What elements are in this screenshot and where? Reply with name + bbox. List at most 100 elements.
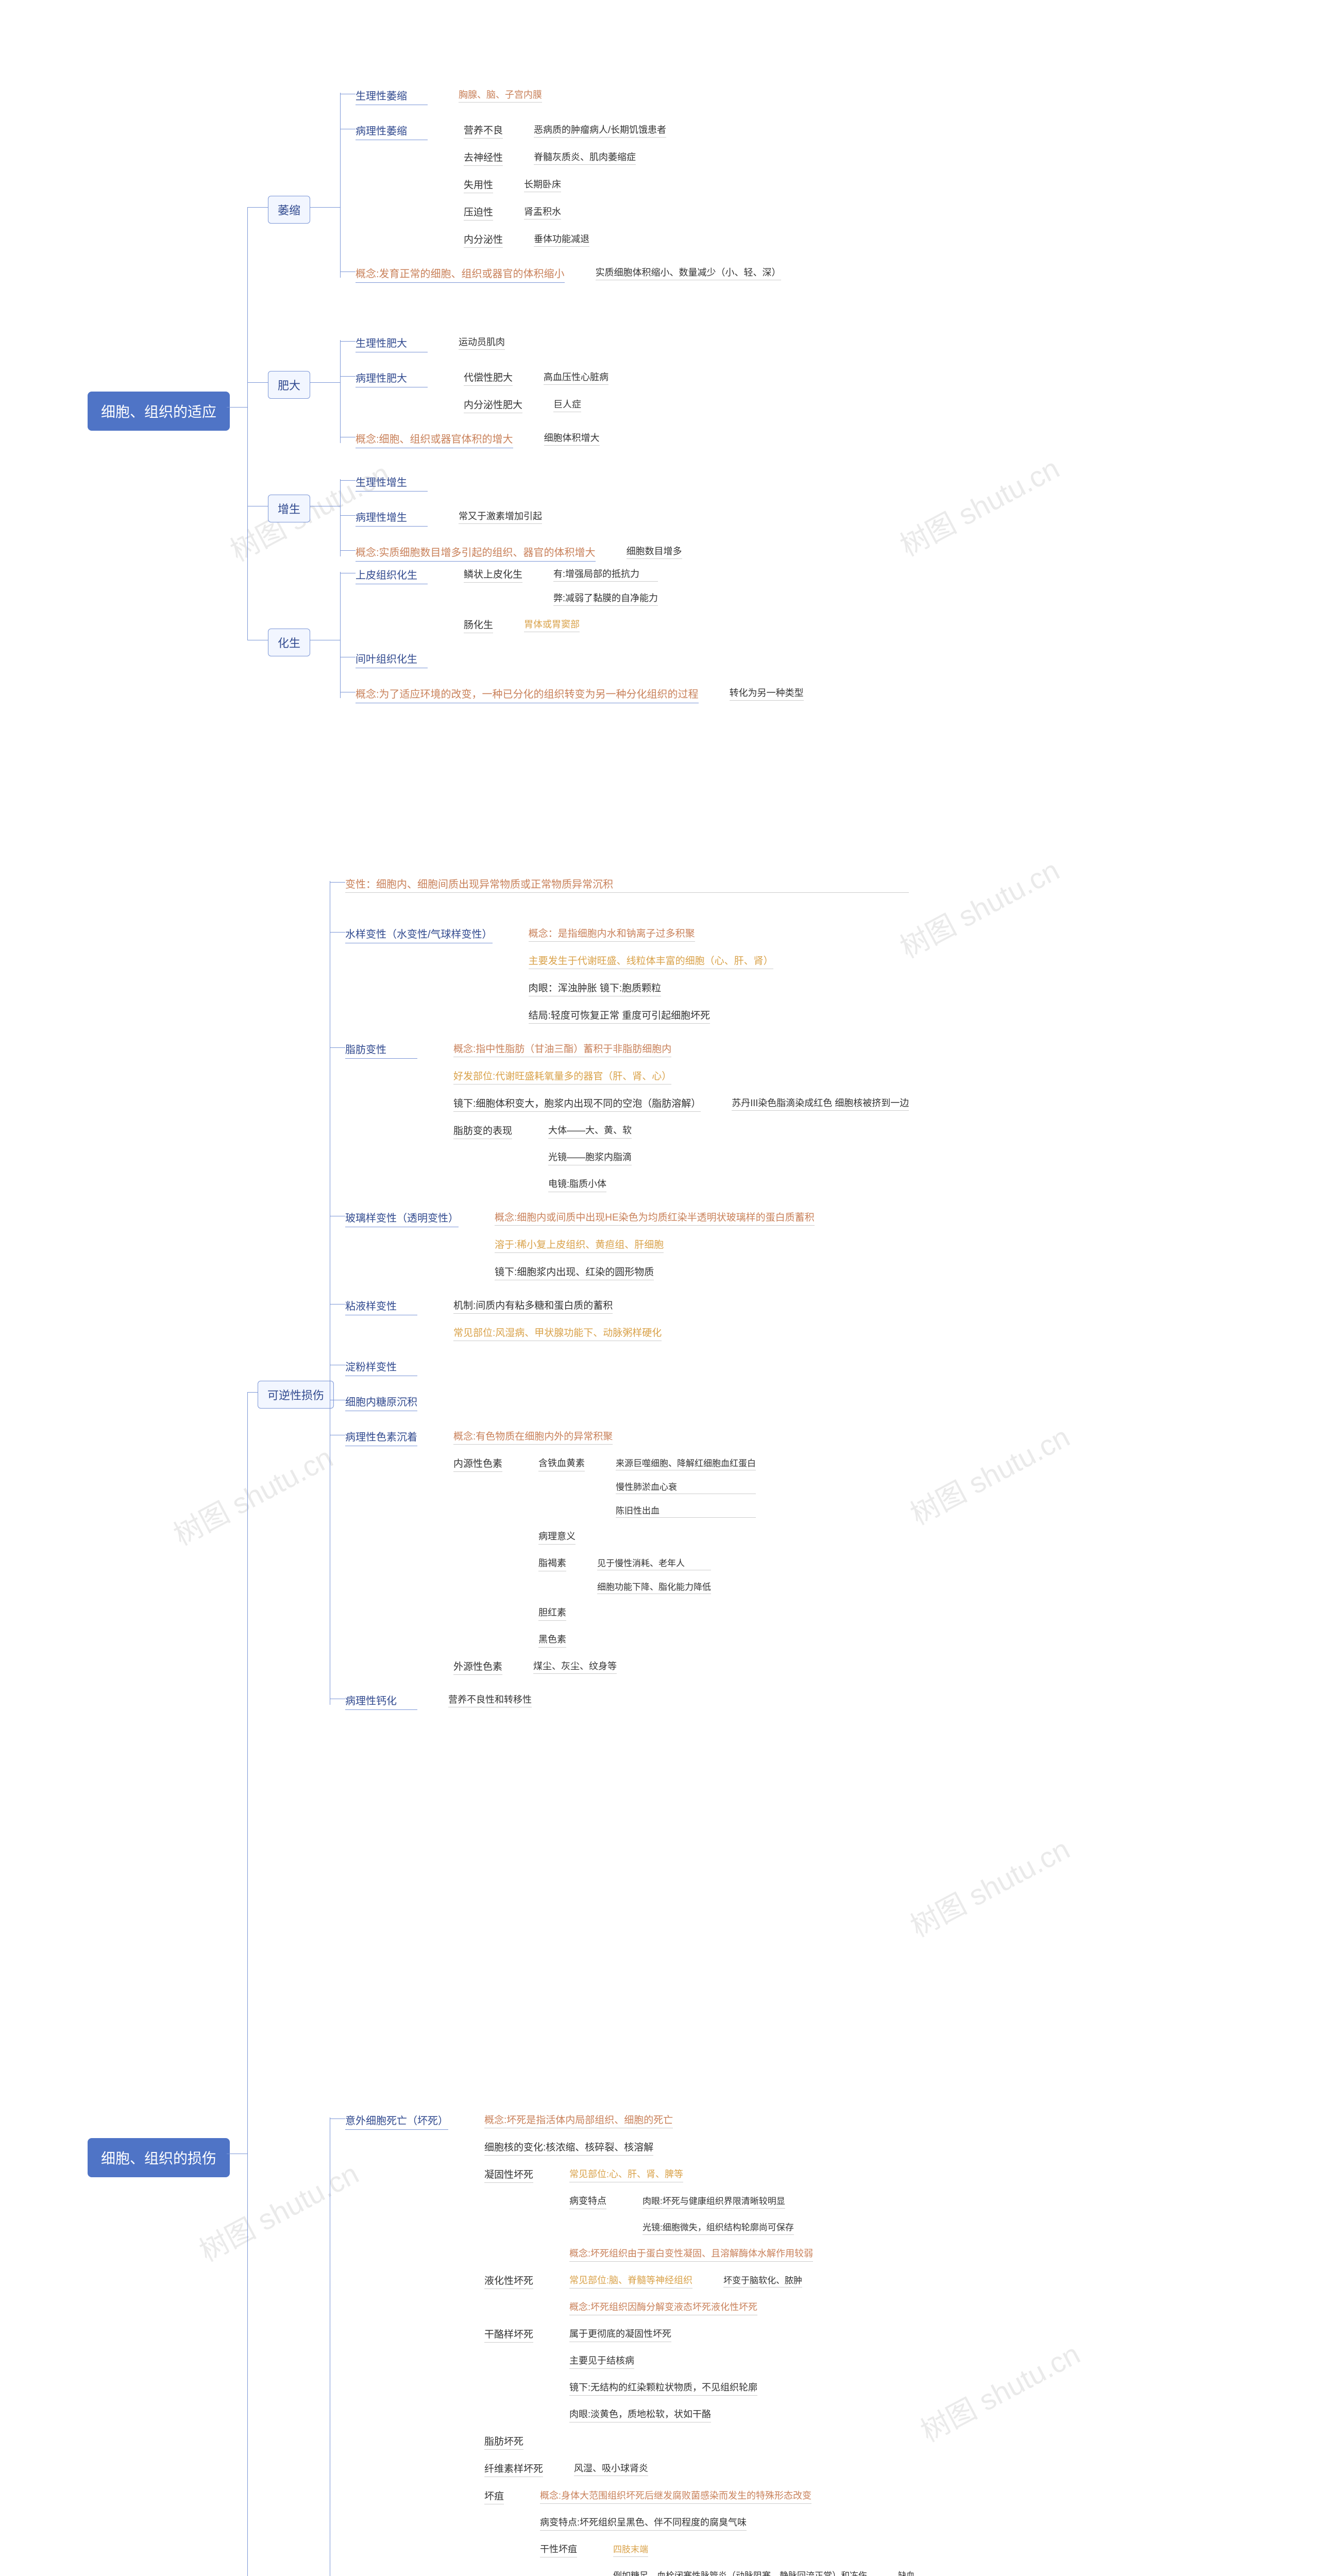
leaf-text: 煤尘、灰尘、纹身等	[533, 1659, 617, 1674]
node-label: 结局:轻度可恢复正常 重度可引起细胞坏死	[529, 1008, 711, 1024]
node-label: 失用性	[464, 177, 493, 193]
node-label: 概念:细胞内或间质中出现HE染色为均质红染半透明状玻璃样的蛋白质蓄积	[495, 1210, 815, 1226]
node-label: 主要发生于代谢旺盛、线粒体丰富的细胞（心、肝、肾）	[529, 953, 773, 969]
l2-node: 生理性肥大	[356, 335, 428, 352]
subtree: 生理性萎缩胸腺、脑、子宫内膜病理性萎缩营养不良恶病质的肿瘤病人/长期饥饿患者去神…	[356, 88, 781, 283]
node-label: 内源性色素	[453, 1456, 502, 1472]
connector	[247, 1392, 248, 2576]
node-label: 机制:间质内有粘多糖和蛋白质的蓄积	[453, 1298, 613, 1314]
node-label: 内分泌性	[464, 232, 503, 248]
node-label: 去神经性	[464, 150, 503, 166]
node-label: 概念:坏死组织因酶分解变液态坏死液化性坏死	[569, 2300, 757, 2315]
node-label: 病理意义	[538, 1529, 576, 1545]
leaf-text: 来源巨噬细胞、降解红细胞血红蛋白	[616, 1456, 756, 1470]
connector	[340, 572, 341, 698]
l2-node: 上皮组织化生	[356, 567, 428, 584]
l2-node: 生理性增生	[356, 474, 428, 492]
leaf-text: 慢性肺淤血心衰	[616, 1480, 756, 1494]
node-label: 凝固性坏死	[484, 2167, 533, 2183]
node-label: 好发部位:代谢旺盛耗氧量多的器官（肝、肾、心）	[453, 1069, 671, 1084]
node-label: 概念:指中性脂肪（甘油三酯）蓄积于非脂肪细胞内	[453, 1041, 671, 1057]
leaf-text: 常又于激素增加引起	[459, 509, 542, 524]
node-label: 肉眼：浑浊肿胀 镜下:胞质颗粒	[529, 980, 662, 996]
connector	[340, 515, 356, 516]
node-label: 概念:坏死组织由于蛋白变性凝固、且溶解酶体水解作用较弱	[569, 2246, 813, 2262]
node-label: 压迫性	[464, 205, 493, 221]
connector	[340, 479, 341, 556]
connector	[340, 93, 341, 278]
leaf-text: 胃体或胃窦部	[524, 617, 580, 632]
leaf-text: 垂体功能减退	[534, 232, 589, 247]
node-label: 液化性坏死	[484, 2273, 533, 2289]
subtree: 生理性肥大运动员肌肉病理性肥大代偿性肥大高血压性心脏病内分泌性肥大巨人症概念:细…	[356, 335, 608, 448]
node-label: 属于更彻底的凝固性坏死	[569, 2327, 671, 2342]
node-label: 主要见于结核病	[569, 2353, 634, 2369]
node-label: 四肢末端	[613, 2542, 648, 2557]
l2-node: 间叶组织化生	[356, 651, 428, 668]
root-node: 细胞、组织的损伤	[88, 2138, 230, 2177]
leaf-text: 胸腺、脑、子宫内膜	[459, 88, 542, 103]
leaf-text: 实质细胞体积缩小、数量减少（小、轻、深）	[596, 265, 781, 280]
leaf-text: 细胞体积增大	[544, 431, 600, 446]
node-label: 镜下:无结构的红染颗粒状物质，不见组织轮廓	[569, 2380, 757, 2396]
leaf-text: 肾盂积水	[524, 205, 561, 219]
l2-node: 病理性增生	[356, 509, 428, 527]
node-label: 营养不良	[464, 123, 503, 139]
watermark: 树图 shutu.cn	[902, 1826, 1076, 1945]
node-label: 内分泌性肥大	[464, 397, 522, 413]
leaf-text: 运动员肌肉	[459, 335, 505, 350]
subtree: 生理性增生病理性增生 常又于激素增加引起概念:实质细胞数目增多引起的组织、器官的体…	[356, 474, 682, 562]
l2-node: 水样变性（水变性/气球样变性）	[345, 926, 493, 943]
node-label: 常见部位:脑、脊髓等神经组织	[569, 2273, 692, 2289]
leaf-text: 坏变于脑软化、脓肿	[723, 2273, 802, 2287]
node-label: 细胞核的变化:核浓缩、核碎裂、核溶解	[484, 2140, 653, 2156]
connector	[247, 1392, 258, 1393]
l1-node: 萎缩	[268, 196, 310, 224]
leaf-text: 细胞功能下降、脂化能力降低	[597, 1580, 711, 1594]
subtree: 变性：细胞内、细胞间质出现异常物质或正常物质异常沉积水样变性（水变性/气球样变性…	[345, 876, 909, 1710]
node-label: 干性坏疽	[540, 2542, 577, 2557]
l2-node: 病理性萎缩	[356, 123, 428, 140]
leaf-text: 细胞数目增多	[627, 544, 682, 559]
subtree: 意外细胞死亡（坏死）概念:坏死是指活体内局部组织、细胞的死亡细胞核的变化:核浓缩…	[345, 2112, 1114, 2576]
node-label: 概念:坏死是指活体内局部组织、细胞的死亡	[484, 2112, 673, 2128]
leaf-text: 弊:减弱了黏膜的自净能力	[553, 591, 658, 606]
l1-node: 增生	[268, 495, 310, 522]
node-label: 肉眼:淡黄色，质地松软，状如干酪	[569, 2407, 711, 2422]
node-label: 脂肪变的表现	[453, 1123, 512, 1139]
leaf-text: 陈旧性出血	[616, 1503, 756, 1518]
l1-node: 可逆性损伤	[258, 1381, 334, 1409]
node-label: 概念：是指细胞内水和钠离子过多积聚	[529, 926, 695, 942]
node-label: 镜下:细胞体积变大，胞浆内出现不同的空泡（脂肪溶解）	[453, 1096, 701, 1112]
l2-node: 概念:实质细胞数目增多引起的组织、器官的体积增大	[356, 544, 596, 562]
node-label: 纤维素样坏死	[484, 2461, 543, 2477]
leaf-text: 见于慢性消耗、老年人	[597, 1556, 711, 1570]
connector	[310, 382, 340, 383]
node-label: 概念:身体大范围组织坏死后继发腐败菌感染而发生的特殊形态改变	[540, 2488, 811, 2504]
node-label: 镜下:细胞浆内出现、红染的圆形物质	[495, 1264, 654, 1280]
root-node: 细胞、组织的适应	[88, 392, 230, 431]
node-label: 脂褐素	[538, 1556, 566, 1571]
leaf-text: 风湿、吸小球肾炎	[574, 2461, 648, 2476]
node-label: 含铁血黄素	[538, 1456, 585, 1471]
connector	[330, 1047, 345, 1048]
subtree: 上皮组织化生鳞状上皮化生有:增强局部的抵抗力弊:减弱了黏膜的自净能力肠化生胃体或…	[356, 567, 804, 703]
node-label: 干酪样坏死	[484, 2327, 533, 2343]
l2-node: 脂肪变性	[345, 1041, 417, 1059]
node-label: 代偿性肥大	[464, 370, 513, 386]
connector	[340, 376, 356, 377]
node-label: 变性：细胞内、细胞间质出现异常物质或正常物质异常沉积	[345, 876, 909, 893]
l2-node: 粘液样变性	[345, 1298, 417, 1315]
connector	[340, 480, 356, 481]
l1-node: 肥大	[268, 371, 310, 399]
node-label: 大体——大、黄、软	[548, 1123, 632, 1139]
l2-node: 概念:为了适应环境的改变，一种已分化的组织转变为另一种分化组织的过程	[356, 686, 699, 703]
leaf-text: 苏丹III染色脂滴染成红色 细胞核被挤到一边	[732, 1096, 909, 1111]
watermark: 树图 shutu.cn	[892, 446, 1066, 565]
connector	[340, 550, 356, 551]
connector	[247, 207, 248, 640]
node-label: 胆红素	[538, 1605, 566, 1621]
connector	[340, 341, 356, 342]
watermark: 树图 shutu.cn	[892, 848, 1066, 967]
leaf-text: 缺血	[898, 2568, 915, 2576]
